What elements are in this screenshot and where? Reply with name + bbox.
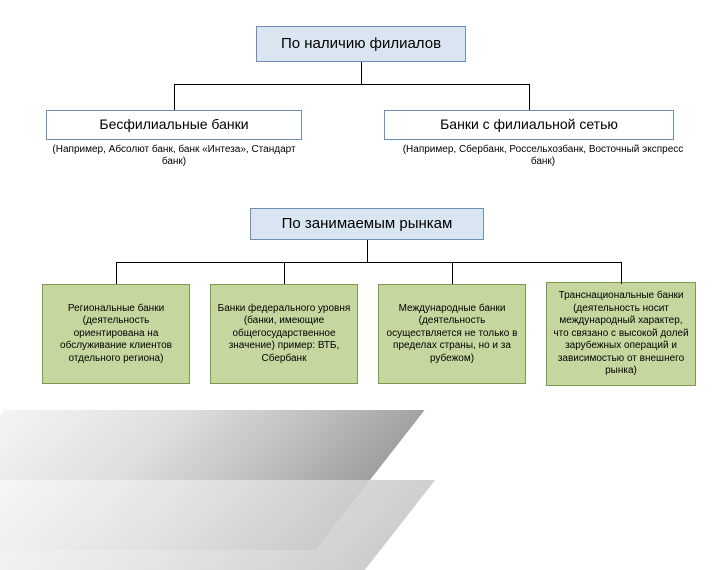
tree2-child-3-label: Транснациональные банки (деятельность но… [553,290,689,378]
decorative-shadow-light [0,480,435,570]
connector [621,262,622,284]
tree1-child-0-caption: (Например, Абсолют банк, банк «Интеза», … [46,144,302,168]
tree2-root: По занимаемым рынкам [250,208,484,240]
tree1-child-1-label: Банки с филиальной сетью [440,116,618,134]
connector [367,240,368,262]
connector [529,84,530,110]
tree2-child-2-label: Международные банки (деятельность осущес… [385,303,519,366]
connector [284,262,285,284]
connector [174,84,175,110]
tree1-root-label: По наличию филиалов [281,35,441,54]
tree2-child-3: Транснациональные банки (деятельность но… [546,282,696,386]
tree1-child-1: Банки с филиальной сетью [384,110,674,140]
connector [361,62,362,84]
tree2-child-1: Банки федерального уровня (банки, имеющи… [210,284,358,384]
tree2-child-0-label: Региональные банки (деятельность ориенти… [49,303,183,366]
tree2-root-label: По занимаемым рынкам [282,215,453,234]
tree2-child-2: Международные банки (деятельность осущес… [378,284,526,384]
tree1-root: По наличию филиалов [256,26,466,62]
tree2-child-0: Региональные банки (деятельность ориенти… [42,284,190,384]
connector [116,262,117,284]
connector [452,262,453,284]
tree2-child-1-label: Банки федерального уровня (банки, имеющи… [217,303,351,366]
tree1-child-0-label: Бесфилиальные банки [99,116,248,134]
connector [174,84,529,85]
tree1-child-1-caption: (Например, Сбербанк, Россельхозбанк, Вос… [398,144,688,168]
tree1-child-0: Бесфилиальные банки [46,110,302,140]
connector [116,262,621,263]
